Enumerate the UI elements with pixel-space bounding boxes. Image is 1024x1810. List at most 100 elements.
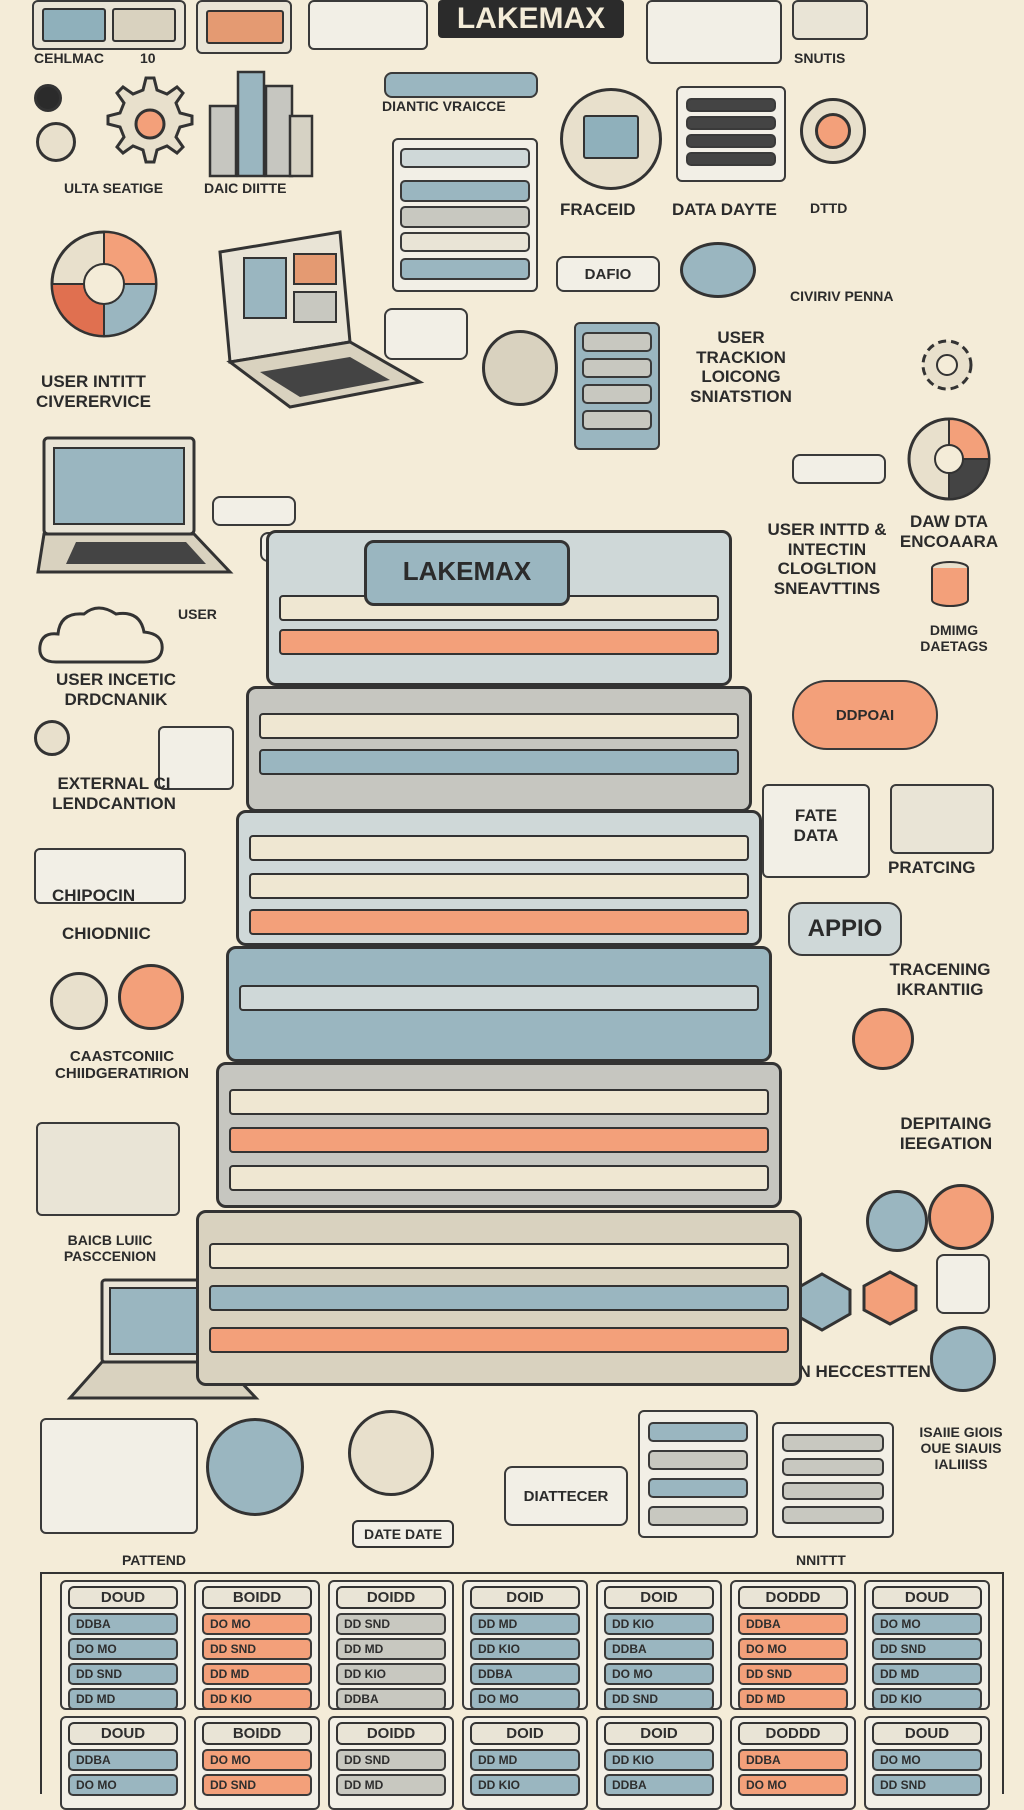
data-dayte-panel: [676, 86, 786, 182]
table-row: DDBA: [470, 1663, 580, 1685]
table-row: DO MO: [68, 1774, 178, 1796]
table-row: DD SND: [336, 1613, 446, 1635]
table-row: DD SND: [872, 1638, 982, 1660]
table-header: DOIDD: [336, 1586, 446, 1609]
dan-heccestion-caption: DAN HECCESTTEN: [774, 1362, 931, 1381]
table-header: DOUD: [872, 1586, 982, 1609]
table-row: DDBA: [336, 1688, 446, 1710]
table-row: DDBA: [738, 1749, 848, 1771]
top-left-caption: CEHLMAC: [34, 50, 104, 66]
magnifier-icon: [118, 964, 184, 1030]
bars-caption: DAIC DIITTE: [204, 180, 287, 196]
table-row: DD SND: [202, 1638, 312, 1660]
table-row: DD KIO: [470, 1774, 580, 1796]
banner-left-label: DIANTIC VRAICCE: [382, 98, 506, 114]
top-panel-2: [196, 0, 292, 54]
right-icon-c: [936, 1254, 990, 1314]
cloud-icon: [36, 602, 166, 668]
ddpoai-cloud: DDPOAI: [792, 680, 938, 750]
dafio-chip: DAFIO: [556, 256, 660, 292]
user-intit-line-1: USER INTITT: [41, 372, 146, 391]
top-panel-5: [792, 0, 868, 40]
right-chip-1: [792, 454, 886, 484]
chiodnic-caption: CHIODNIIC: [62, 924, 151, 943]
external-caption: EXTERNAL CI LENDCANTION: [52, 774, 176, 813]
data-table: DOID DD MD DD KIO DDBA DO MO: [462, 1580, 588, 1710]
user-incetic-caption: USER INCETIC DRDCNANIK: [56, 670, 176, 709]
diattecer-chip: DIATTECER: [504, 1466, 628, 1526]
table-header: BOIDD: [202, 1722, 312, 1745]
table-header: DODDD: [738, 1722, 848, 1745]
left-top-icon: [34, 84, 62, 112]
tower-layer-4: [226, 946, 772, 1062]
fate-data-caption: FATE DATA: [793, 806, 839, 845]
chipocn-caption: CHIPOCIN: [52, 886, 136, 905]
top-panel-3: [308, 0, 428, 50]
table-header: DOUD: [68, 1586, 178, 1609]
data-table: DOUD DDBA DO MO: [60, 1716, 186, 1810]
table-row: DD MD: [872, 1663, 982, 1685]
pattend-caption: PATTEND: [116, 1552, 193, 1569]
data-table: BOIDD DO MO DD SND DD MD DD KIO: [194, 1580, 320, 1710]
table-row: DO MO: [738, 1638, 848, 1660]
pie-chart-icon: [48, 228, 160, 340]
table-row: DD KIO: [202, 1688, 312, 1710]
lock-icon: [482, 330, 558, 406]
dmimg-caption: DMIMG DAETAGS: [920, 622, 988, 655]
table-row: DO MO: [470, 1688, 580, 1710]
table-row: DD SND: [738, 1663, 848, 1685]
tower-layer-5: [216, 1062, 782, 1208]
stack-list: [574, 322, 660, 450]
table-row: DD KIO: [470, 1638, 580, 1660]
top-left-caption-num: 10: [140, 50, 156, 66]
table-row: DDBA: [604, 1774, 714, 1796]
user-left-caption: USER: [178, 606, 217, 622]
user-tracking-caption: USER TRACKION LOICONG SNIATSTION: [690, 328, 792, 406]
caastconic-caption: CAASTCONIIC CHIIDGERATIRION: [55, 1048, 189, 1083]
app-title: LAKEMAX: [456, 2, 606, 35]
table-header: DOIDD: [336, 1722, 446, 1745]
table-row: DDBA: [68, 1749, 178, 1771]
date-date-caption: DATE DATE: [352, 1520, 455, 1549]
table-row: DD MD: [470, 1613, 580, 1635]
top-panel-4: [646, 0, 782, 64]
data-dayte-caption: DATA DAYTE: [672, 200, 777, 219]
bottom-frame: [40, 1572, 1004, 1794]
dttd-caption: DTTD: [810, 200, 848, 216]
data-table: DOID DD MD DD KIO: [462, 1716, 588, 1810]
database-icon: [930, 560, 970, 610]
table-row: DD SND: [604, 1688, 714, 1710]
table-row: DDBA: [68, 1613, 178, 1635]
table-header: DOID: [470, 1586, 580, 1609]
side-right-caption: ISAIIE GIOIS OUE SIAUIS IALIIISS: [919, 1424, 1003, 1473]
left-top-icon-2: [36, 122, 76, 162]
gear-icon: [96, 70, 196, 170]
table-row: DD SND: [336, 1749, 446, 1771]
user-intd-caption: USER INTTD & INTECTIN CLOGLTION SNEAVTTI…: [767, 520, 887, 598]
small-right-caption: CIVIRIV PENNA: [790, 288, 894, 304]
data-table: DODDD DDBA DO MO: [730, 1716, 856, 1810]
user-intit-line-2: CIVERERVICE: [36, 391, 151, 411]
bottom-dial-icon: [348, 1410, 434, 1496]
gear-small-icon: [912, 330, 982, 400]
data-table: DOID DD KIO DDBA DO MO DD SND: [596, 1580, 722, 1710]
top-right-caption: SNUTIS: [794, 50, 846, 66]
appio-chip: APPIO: [788, 902, 902, 956]
tower-layer-2: [246, 686, 752, 812]
bottom-radar-icon: [206, 1418, 304, 1516]
table-header: DODDD: [738, 1586, 848, 1609]
bottom-left-panel: [40, 1418, 198, 1534]
right-icon-b: [928, 1184, 994, 1250]
table-row: DDBA: [604, 1638, 714, 1660]
table-row: DO MO: [202, 1749, 312, 1771]
tracking-caption: TRACENING IKRANTIIG: [889, 960, 991, 999]
tower-layer-6: [196, 1210, 802, 1386]
right-icon-a: [866, 1190, 928, 1252]
user-intit-caption: USER INTITT CIVERERVICE: [36, 372, 151, 411]
table-row: DD MD: [738, 1688, 848, 1710]
data-table: DOIDD DD SND DD MD DD KIO DDBA: [328, 1580, 454, 1710]
table-row: DO MO: [68, 1638, 178, 1660]
table-header: DOID: [470, 1722, 580, 1745]
table-row: DD KIO: [604, 1749, 714, 1771]
data-table: DODDD DDBA DO MO DD SND DD MD: [730, 1580, 856, 1710]
